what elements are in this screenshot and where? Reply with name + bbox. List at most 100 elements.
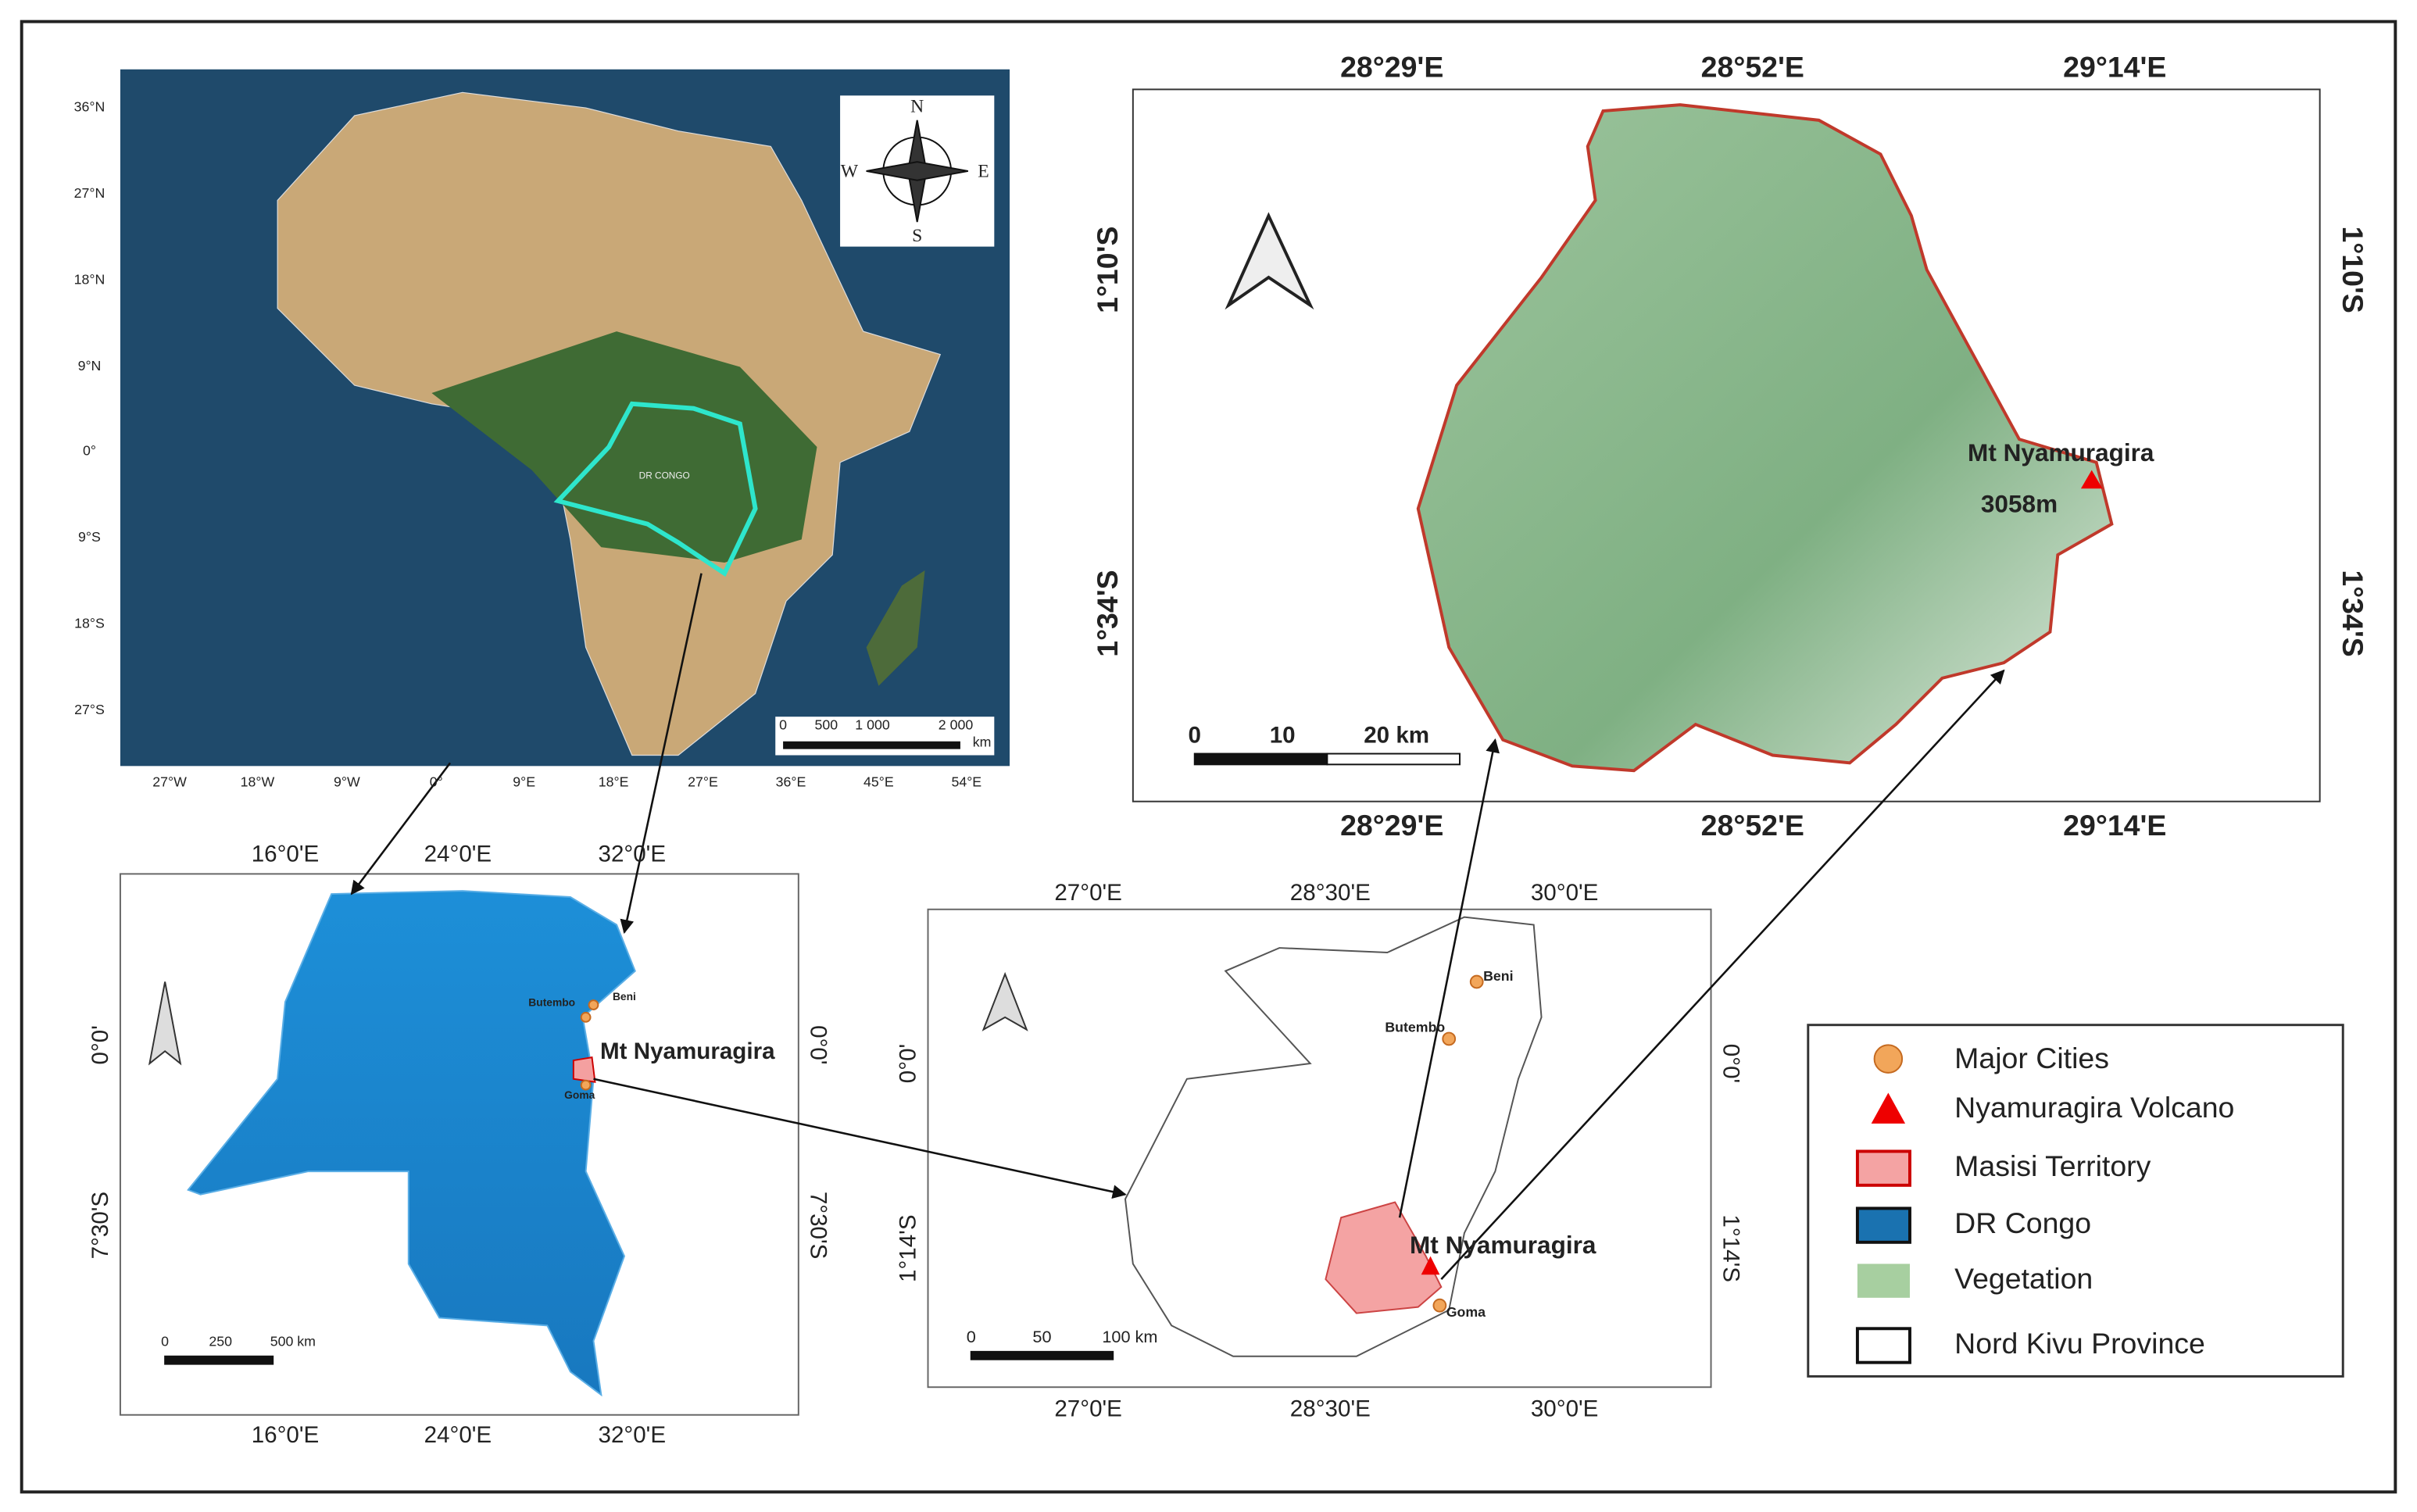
kivu-panel <box>927 908 1712 1389</box>
scale-bar-half <box>1326 752 1461 766</box>
arrow <box>1398 738 1500 1218</box>
city-marker <box>588 999 599 1010</box>
lon-label: 27°E <box>688 774 718 790</box>
legend-label: Nyamuragira Volcano <box>1954 1091 2234 1124</box>
lat-label: 0°0' <box>1718 1044 1743 1083</box>
lat-label: 7°30'S <box>88 1192 113 1260</box>
drc-outline <box>553 401 758 577</box>
city-label: Goma <box>1446 1304 1486 1320</box>
masisi-small <box>572 1056 596 1083</box>
lon-label: 28°52'E <box>1701 51 1804 84</box>
scale-label: 0 <box>967 1327 976 1346</box>
volcano-label: Mt Nyamuragira <box>600 1038 775 1064</box>
scale-label: 0 <box>1189 723 1201 749</box>
lon-label: 16°0'E <box>252 1422 320 1448</box>
compass-letter: W <box>841 161 859 181</box>
scale-label: 0 <box>779 717 787 733</box>
madagascar <box>866 570 925 686</box>
legend-label: Major Cities <box>1954 1042 2109 1074</box>
legend-vegetation-symbol <box>1857 1264 1910 1298</box>
scale-bar <box>164 1355 274 1365</box>
lon-label: 36°E <box>776 774 806 790</box>
lon-label: 54°E <box>951 774 981 790</box>
scale-label: km <box>973 734 992 749</box>
scale-label: 250 <box>209 1334 232 1349</box>
volcano-marker <box>1421 1256 1440 1275</box>
lon-label: 9°W <box>334 774 360 790</box>
lat-label: 0° <box>83 443 96 459</box>
drc-panel <box>119 873 799 1416</box>
lat-label: 18°N <box>74 272 105 288</box>
compass-rose <box>866 120 968 223</box>
north-arrow <box>148 981 182 1066</box>
city-label: Goma <box>564 1089 595 1101</box>
lon-label: 28°30'E <box>1290 880 1371 906</box>
volcano-label: Mt Nyamuragira <box>1968 438 2154 466</box>
lat-label: 36°N <box>74 99 105 115</box>
lon-label: 27°0'E <box>1054 880 1122 906</box>
lat-label: 1°10'S <box>1091 226 1124 313</box>
lon-label: 27°W <box>152 774 187 790</box>
scale-label: 0 <box>161 1334 169 1349</box>
lon-label: 9°E <box>513 774 535 790</box>
city-marker <box>1432 1298 1447 1313</box>
forest <box>431 331 817 563</box>
scale-bar <box>1193 752 1328 766</box>
lat-label: 9°S <box>78 529 101 545</box>
lon-label: 24°0'E <box>424 842 492 867</box>
lon-label: 28°52'E <box>1701 809 1804 842</box>
lon-label: 24°0'E <box>424 1422 492 1448</box>
scale-label: 500 km <box>270 1334 316 1349</box>
legend-province-symbol <box>1855 1327 1911 1364</box>
scale-label: 1 000 <box>855 717 890 733</box>
lat-label: 1°34'S <box>2337 570 2369 656</box>
lat-label: 27°S <box>74 702 105 717</box>
africa-panel <box>120 69 1010 767</box>
lon-label: 30°0'E <box>1531 1396 1599 1422</box>
scale-label: 10 <box>1270 723 1296 749</box>
masisi-panel <box>1132 88 2321 802</box>
legend-drc-symbol <box>1855 1206 1911 1244</box>
lon-label: 16°0'E <box>252 842 320 867</box>
lon-label: 0° <box>430 774 443 790</box>
city-marker <box>580 1079 592 1091</box>
city-label: Beni <box>613 991 636 1003</box>
drc-shape <box>187 890 636 1397</box>
lat-label: 0°0' <box>896 1044 921 1083</box>
lat-label: 1°34'S <box>1091 570 1124 656</box>
lat-label: 7°30'S <box>806 1192 831 1260</box>
lat-label: 0°0' <box>88 1025 113 1064</box>
legend <box>1807 1024 2344 1378</box>
lat-label: 1°14'S <box>1718 1214 1743 1282</box>
scale-label: 2 000 <box>939 717 974 733</box>
arrow <box>1440 669 2005 1281</box>
lon-label: 29°14'E <box>2063 809 2166 842</box>
north-arrow <box>1225 212 1314 310</box>
lon-label: 28°30'E <box>1290 1396 1371 1422</box>
lon-label: 18°W <box>241 774 275 790</box>
scale-bar <box>970 1350 1114 1360</box>
country-label: DR CONGO <box>639 470 690 481</box>
volcano-label: Mt Nyamuragira <box>1410 1231 1596 1259</box>
legend-label: DR Congo <box>1954 1206 2091 1239</box>
city-label: Butembo <box>528 997 575 1009</box>
scale-label: 500 <box>815 717 838 733</box>
lon-label: 28°29'E <box>1340 809 1443 842</box>
scale-label: 20 km <box>1364 723 1429 749</box>
lat-label: 27°N <box>74 185 105 201</box>
connectors <box>350 573 2005 1281</box>
city-label: Beni <box>1483 968 1513 984</box>
city-marker <box>1469 974 1484 989</box>
vegetation-area <box>1416 103 2114 773</box>
lon-label: 29°14'E <box>2063 51 2166 84</box>
legend-masisi-symbol <box>1855 1149 1911 1187</box>
outer-frame <box>20 20 2397 1494</box>
lon-label: 27°0'E <box>1054 1396 1122 1422</box>
lat-label: 0°0' <box>806 1025 831 1064</box>
lon-label: 28°29'E <box>1340 51 1443 84</box>
lon-label: 18°E <box>599 774 629 790</box>
lon-label: 30°0'E <box>1531 880 1599 906</box>
